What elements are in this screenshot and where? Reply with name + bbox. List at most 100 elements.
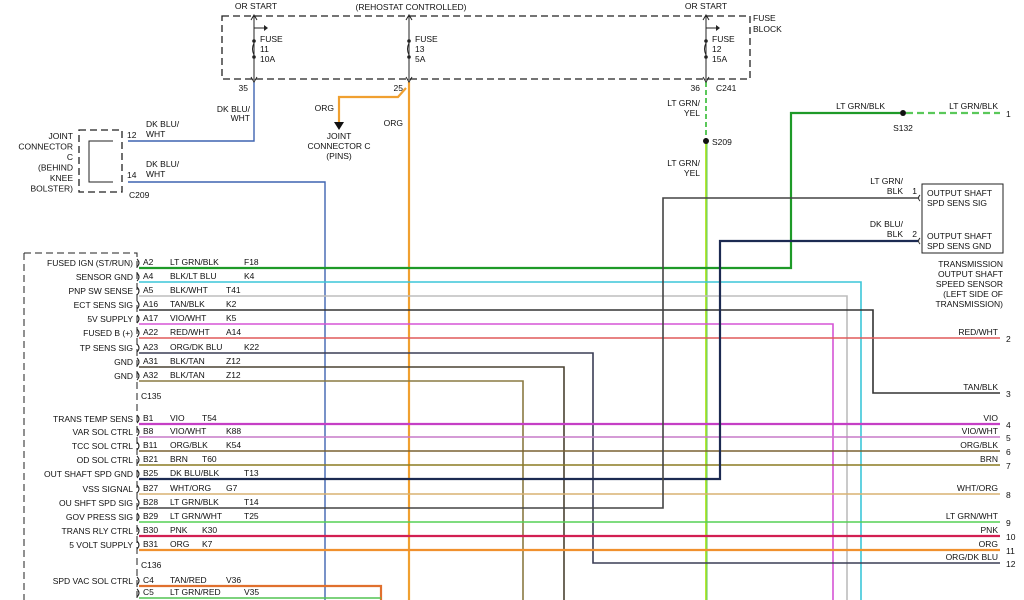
wire-label: WHT [146, 129, 165, 139]
fuse-terminal [407, 39, 411, 43]
pin-id: B11 [143, 440, 158, 450]
fuse-block-title: BLOCK [753, 24, 782, 34]
connector-pin-bracket [136, 328, 140, 338]
fuse-label: FUSE [712, 34, 735, 44]
circuit-code: T25 [244, 511, 259, 521]
fuse-icon [252, 42, 255, 56]
wire-color-label: VIO/WHT [170, 313, 206, 323]
joint-connector-label: (BEHIND [38, 163, 73, 173]
circuit-code: F18 [244, 257, 259, 267]
sensor-caption: OUTPUT SHAFT [938, 269, 1003, 279]
arrow-up-icon [250, 14, 258, 21]
connector-c135: C135 [141, 391, 162, 401]
connector-pin-bracket [136, 286, 140, 296]
wire-color-label: RED/WHT [170, 327, 210, 337]
wire-a16 [139, 309, 1000, 394]
pin-function-label: GOV PRESS SIG [66, 512, 133, 522]
circuit-code: K7 [202, 539, 213, 549]
joint-connector-label: JOINT [48, 131, 73, 141]
fuse-terminal [704, 39, 708, 43]
circuit-code: Z12 [226, 356, 241, 366]
terminal-number: 1 [1006, 109, 1011, 119]
jumper [88, 140, 113, 183]
terminal-number: 2 [1006, 334, 1011, 344]
pin-function-label: OD SOL CTRL [77, 455, 134, 465]
pin-function-label: ECT SENS SIG [74, 300, 133, 310]
wire-a17 [139, 323, 834, 600]
wire-label: LT GRN/BLK [836, 101, 885, 111]
arrow-down-icon [405, 76, 413, 83]
arrow-right-icon [716, 25, 720, 31]
pin-id: A16 [143, 299, 158, 309]
fuse-feed-label: (REHOSTAT CONTROLLED) [356, 2, 467, 12]
wire-label: ORG [315, 103, 334, 113]
fuse-feed-label: OR START [685, 1, 727, 11]
wire-color-label: TAN/BLK [170, 299, 205, 309]
wires-layer [23, 16, 1000, 600]
terminal-number: 10 [1006, 532, 1016, 542]
pin-label: 14 [127, 170, 137, 180]
pin-id: B29 [143, 511, 158, 521]
pin-id: C5 [143, 587, 154, 597]
pin-id: B21 [143, 454, 158, 464]
wire-color-label: PNK [170, 525, 188, 535]
pin-function-label: GND [114, 357, 133, 367]
connector-pin-bracket [136, 272, 140, 282]
pin-function-label: 5 VOLT SUPPLY [69, 540, 133, 550]
fuse-pin: 35 [239, 83, 249, 93]
circuit-code: Z12 [226, 370, 241, 380]
joint-connector-label: KNEE [50, 173, 73, 183]
arrow-down-icon [250, 76, 258, 83]
fuse-feed-label: OR START [235, 1, 277, 11]
circuit-code: T13 [244, 468, 259, 478]
fuse-rating: 15A [712, 54, 727, 64]
connector-pin-bracket [136, 498, 140, 508]
wire-b25 [139, 239, 918, 481]
terminal-number: 4 [1006, 420, 1011, 430]
wire-a32 [139, 380, 524, 600]
fuse-rating: 10A [260, 54, 275, 64]
fuse-label: FUSE [415, 34, 438, 44]
sensor-function: OUTPUT SHAFT [927, 231, 992, 241]
pin-function-label: SENSOR GND [76, 272, 133, 282]
wire-color-label: BLK/TAN [170, 370, 205, 380]
connector-pin-bracket [136, 526, 140, 536]
wire-label: YEL [684, 168, 700, 178]
wire-color-label: VIO [170, 413, 185, 423]
connector-c241: C241 [716, 83, 737, 93]
sensor-caption: (LEFT SIDE OF [943, 289, 1003, 299]
pin-id: B30 [143, 525, 158, 535]
pin-function-label: 5V SUPPLY [87, 314, 133, 324]
wire-color-label: DK BLU/BLK [170, 468, 219, 478]
pin-id: B25 [143, 468, 158, 478]
terminal-label: TAN/BLK [963, 382, 998, 392]
pin-id: A22 [143, 327, 158, 337]
terminal-number: 11 [1006, 546, 1015, 556]
fuse-icon [704, 42, 707, 56]
fuse-rating: 5A [415, 54, 426, 64]
arrow-down-icon [702, 76, 710, 83]
joint-c-label: JOINT [327, 131, 352, 141]
terminal-number: 7 [1006, 461, 1011, 471]
wire-color-label: ORG [170, 539, 189, 549]
joint-connector-outline [78, 129, 123, 193]
sensor-pin-num: 2 [912, 229, 917, 239]
sensor-box [921, 183, 1004, 254]
wire-color-label: VIO/WHT [170, 426, 206, 436]
pin-function-label: FUSED IGN (ST/RUN) [47, 258, 133, 268]
arrow-up-icon [702, 14, 710, 21]
circuit-code: V36 [226, 575, 241, 585]
terminal-label: VIO [983, 413, 998, 423]
wire-color-label: LT GRN/BLK [170, 497, 219, 507]
circuit-code: T54 [202, 413, 217, 423]
connector-pin-bracket [136, 576, 140, 586]
wire-label: LT GRN/ [667, 98, 700, 108]
wire-label: WHT [231, 113, 250, 123]
terminal-label: ORG/BLK [960, 440, 998, 450]
wire-color-label: TAN/RED [170, 575, 207, 585]
splice-label: S209 [712, 137, 732, 147]
connector-pin-bracket [136, 469, 140, 479]
sensor-pin-bracket [918, 194, 921, 202]
wire-dkblu-wht [128, 82, 255, 142]
circuit-code: K30 [202, 525, 217, 535]
